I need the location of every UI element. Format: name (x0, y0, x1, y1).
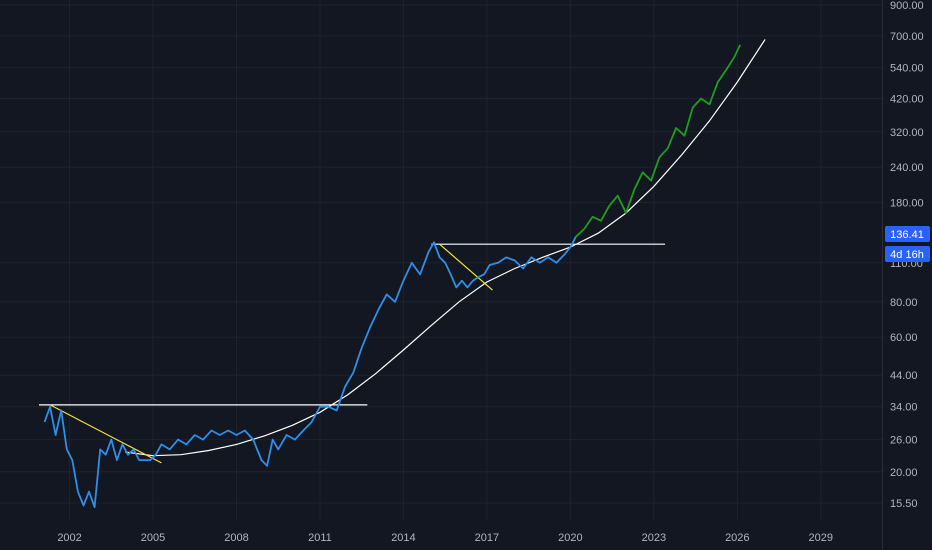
current-price-label: 136.41 (890, 229, 924, 241)
parabolic-trend-curve[interactable] (125, 39, 766, 457)
candle-countdown-label: 4d 16h (890, 249, 924, 261)
y-tick-label: 44.00 (890, 370, 918, 382)
y-tick-label: 900.00 (890, 0, 924, 12)
x-tick-label: 2005 (141, 532, 165, 544)
x-tick-label: 2017 (475, 532, 499, 544)
drawings-layer[interactable] (39, 39, 766, 464)
downtrend-line[interactable] (49, 404, 162, 464)
x-tick-label: 2008 (224, 532, 248, 544)
x-tick-label: 2029 (809, 532, 833, 544)
candle-countdown-badge (885, 246, 930, 262)
current-price-badge (885, 226, 930, 242)
x-axis: 2002 2005 2008 2011 2014 2017 2020 2023 2026 2029 (57, 532, 833, 544)
series-layer[interactable] (43, 44, 741, 509)
y-tick-label: 540.00 (890, 63, 924, 75)
x-tick-label: 2020 (558, 532, 582, 544)
y-tick-label: 34.00 (890, 402, 918, 414)
x-tick-label: 2026 (725, 532, 749, 544)
projection-series-line[interactable] (575, 44, 741, 238)
x-tick-label: 2023 (642, 532, 666, 544)
price-badges: 136.41 4d 16h (885, 226, 930, 262)
downtrend-line[interactable] (439, 243, 493, 291)
y-tick-label: 80.00 (890, 297, 918, 309)
price-scale[interactable]: 900.00 700.00 540.00 420.00 320.00 240.00 180.… (882, 0, 924, 550)
y-tick-label: 180.00 (890, 197, 924, 209)
y-tick-label: 320.00 (890, 127, 924, 139)
grid (0, 0, 882, 520)
x-tick-label: 2014 (391, 532, 415, 544)
y-tick-label: 15.50 (890, 498, 918, 510)
x-tick-label: 2002 (57, 532, 81, 544)
price-series-line[interactable] (43, 236, 577, 509)
y-tick-label: 240.00 (890, 162, 924, 174)
y-tick-label: 26.00 (890, 435, 918, 447)
x-tick-label: 2011 (308, 532, 332, 544)
y-tick-label: 700.00 (890, 31, 924, 43)
y-tick-label: 420.00 (890, 93, 924, 105)
y-tick-label: 20.00 (890, 467, 918, 479)
y-tick-label: 60.00 (890, 332, 918, 344)
